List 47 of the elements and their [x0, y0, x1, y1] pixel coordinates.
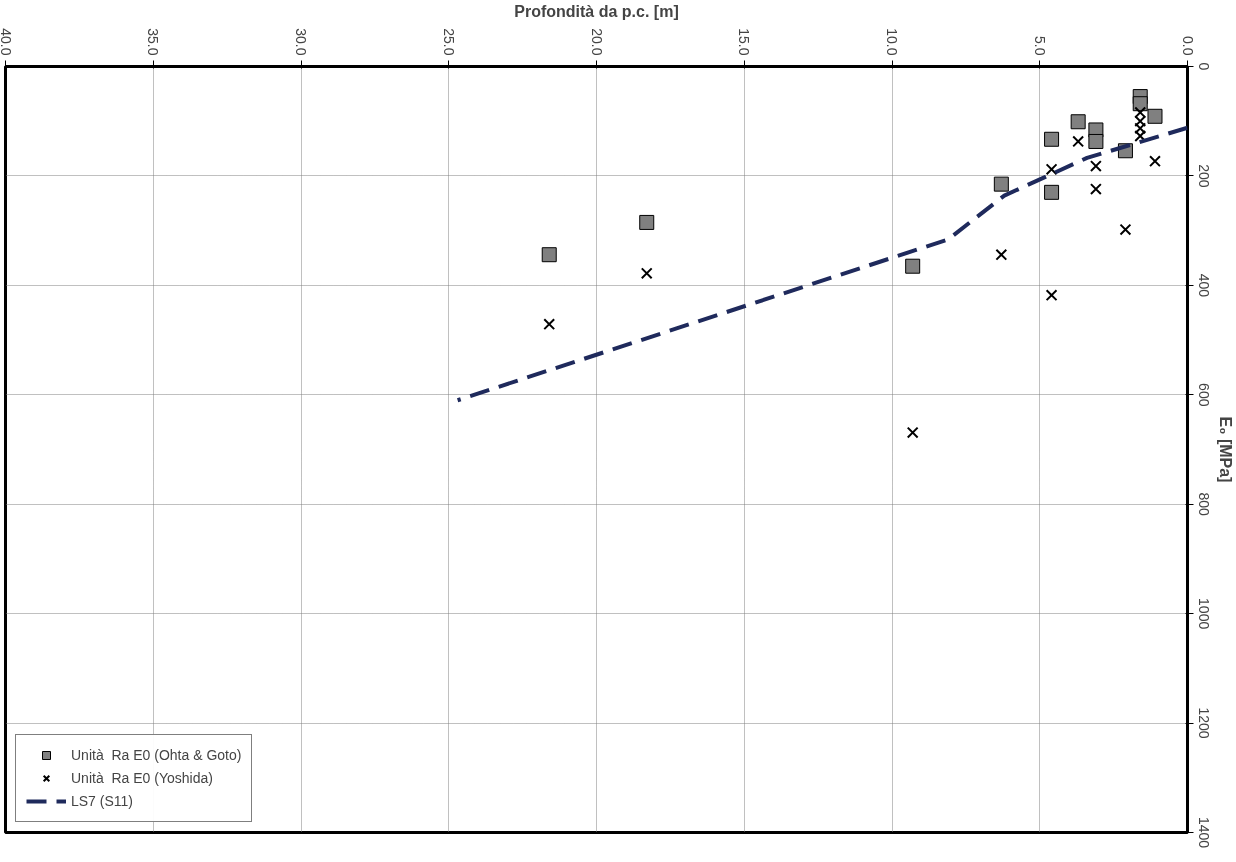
- y-tick-label: 600: [1195, 383, 1212, 407]
- legend-label: Unità Ra E0 (Ohta & Goto): [71, 747, 242, 763]
- point: [906, 426, 919, 439]
- point: [1134, 122, 1147, 135]
- point: [1134, 130, 1147, 142]
- point: [993, 176, 1009, 192]
- point: [1044, 184, 1060, 200]
- y-tick-label: 400: [1195, 273, 1212, 298]
- point: [1089, 160, 1102, 173]
- point: [995, 248, 1008, 261]
- point: [1119, 223, 1132, 236]
- point: [1070, 114, 1086, 130]
- x-tick-label: 30.0: [293, 28, 309, 56]
- x-tick-label: 5.0: [1031, 36, 1048, 56]
- x-tick-label: 25.0: [440, 28, 457, 56]
- point: [1045, 163, 1058, 176]
- point: [543, 318, 556, 331]
- point: [1089, 183, 1102, 196]
- point: [1149, 155, 1161, 168]
- y-tick-label: 1200: [1195, 707, 1212, 739]
- y-tick-label: 0: [1195, 62, 1212, 71]
- point: [1134, 115, 1147, 128]
- point: [905, 258, 921, 274]
- point: [1147, 108, 1163, 124]
- y-tick-label: 800: [1195, 492, 1212, 517]
- x-tick-label: 15.0: [736, 28, 753, 56]
- legend-label: Unità Ra E0 (Yoshida): [71, 770, 213, 786]
- y-axis-title: E₀ [MPa]: [1216, 416, 1234, 483]
- x-tick-label: 20.0: [588, 28, 605, 56]
- y-tick-label: 1400: [1195, 816, 1212, 849]
- point: [1088, 133, 1104, 149]
- line-series: [455, 125, 1188, 403]
- x-axis-title: Profondità da p.c. [m]: [514, 3, 679, 21]
- point: [640, 267, 653, 280]
- legend-label: LS7 (S11): [71, 793, 133, 809]
- point: [1045, 289, 1058, 302]
- x-tick-label: 35.0: [145, 28, 162, 56]
- point: [541, 247, 557, 263]
- point: [1134, 106, 1147, 119]
- x-tick-label: 40.0: [0, 28, 14, 56]
- point: [639, 214, 655, 230]
- x-tick-label: 0.0: [1179, 36, 1196, 56]
- y-tick-label: 1000: [1195, 598, 1212, 630]
- y-tick-label: 200: [1195, 164, 1212, 188]
- point: [1072, 135, 1085, 148]
- x-tick-label: 10.0: [884, 28, 900, 56]
- point: [1044, 131, 1060, 147]
